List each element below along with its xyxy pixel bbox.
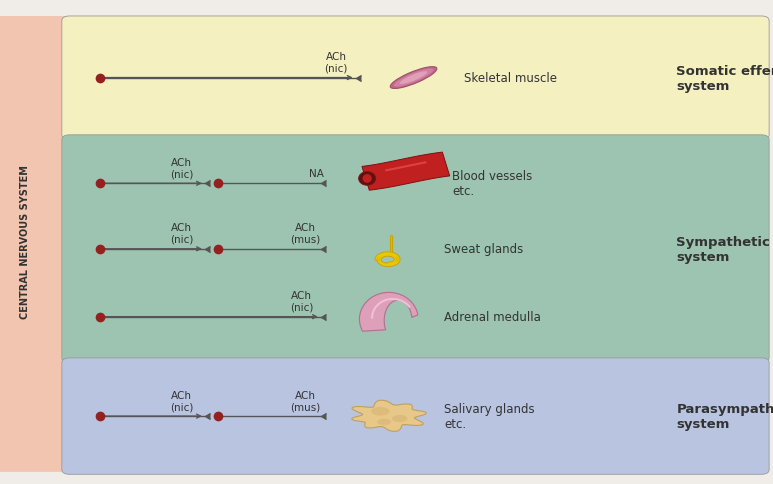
Text: Sweat glands: Sweat glands <box>444 243 524 256</box>
Ellipse shape <box>390 67 437 90</box>
Text: ACh
(nic): ACh (nic) <box>170 390 193 411</box>
FancyBboxPatch shape <box>62 136 769 363</box>
Text: ACh
(mus): ACh (mus) <box>290 223 321 244</box>
Ellipse shape <box>359 172 376 186</box>
Text: ACh
(nic): ACh (nic) <box>170 157 193 179</box>
FancyBboxPatch shape <box>62 17 769 140</box>
Text: ACh
(nic): ACh (nic) <box>325 52 348 74</box>
Text: NA: NA <box>309 169 325 179</box>
Text: ACh
(nic): ACh (nic) <box>170 223 193 244</box>
Polygon shape <box>359 293 418 332</box>
FancyBboxPatch shape <box>62 358 769 474</box>
Ellipse shape <box>371 407 390 416</box>
Text: Blood vessels
etc.: Blood vessels etc. <box>452 170 533 198</box>
Ellipse shape <box>392 415 407 422</box>
Ellipse shape <box>377 419 391 425</box>
Text: Somatic efferent
system: Somatic efferent system <box>676 64 773 92</box>
FancyBboxPatch shape <box>0 17 77 472</box>
Text: Parasympathetic
system: Parasympathetic system <box>676 402 773 430</box>
Text: Adrenal medulla: Adrenal medulla <box>444 311 541 323</box>
Ellipse shape <box>363 175 372 183</box>
Text: Skeletal muscle: Skeletal muscle <box>464 72 557 85</box>
Polygon shape <box>362 153 450 191</box>
Text: ACh
(mus): ACh (mus) <box>290 390 321 411</box>
Ellipse shape <box>393 69 434 88</box>
Text: ACh
(nic): ACh (nic) <box>290 290 313 312</box>
Text: Sympathetic
system: Sympathetic system <box>676 235 770 263</box>
Ellipse shape <box>400 72 427 85</box>
Polygon shape <box>352 400 426 431</box>
Text: CENTRAL NERVOUS SYSTEM: CENTRAL NERVOUS SYSTEM <box>20 165 29 319</box>
Text: Salivary glands
etc.: Salivary glands etc. <box>444 402 535 430</box>
